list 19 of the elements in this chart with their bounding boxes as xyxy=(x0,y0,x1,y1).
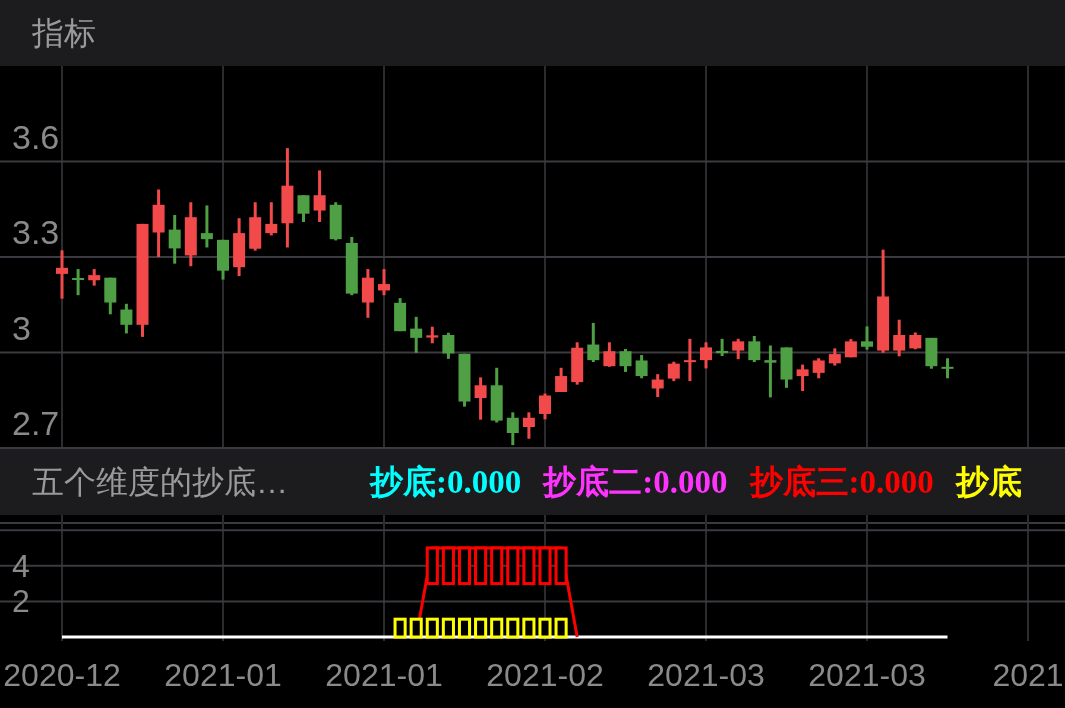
y-tick-label: 2 xyxy=(12,583,30,620)
x-tick-label: 2020-12 xyxy=(3,657,121,693)
y-tick-label: 4 xyxy=(12,547,30,584)
legend-label: 抄底二:0.000 xyxy=(542,464,728,500)
text: 抄底 xyxy=(954,464,1022,500)
x-tick-label: 2021-02 xyxy=(486,657,604,693)
x-tick-label: 2021-01 xyxy=(164,657,282,693)
legend-label: 抄底:0.000 xyxy=(369,464,522,500)
x-tick-label: 2021-03 xyxy=(808,657,926,693)
y-tick-label: 3 xyxy=(12,308,31,347)
y-tick-label: 2.7 xyxy=(12,404,60,442)
y-tick-label: 3.3 xyxy=(12,213,60,251)
text: 抄底三:0.000 xyxy=(748,464,934,500)
chart-title: 五个维度的抄底… xyxy=(32,464,288,500)
x-tick-label: 2021-01 xyxy=(325,657,443,693)
x-tick-label: 2021 xyxy=(992,657,1064,693)
x-tick-label: 2021-03 xyxy=(647,657,765,693)
y-tick-label: 3.6 xyxy=(12,117,60,156)
chart-title: 指标 xyxy=(31,15,96,51)
